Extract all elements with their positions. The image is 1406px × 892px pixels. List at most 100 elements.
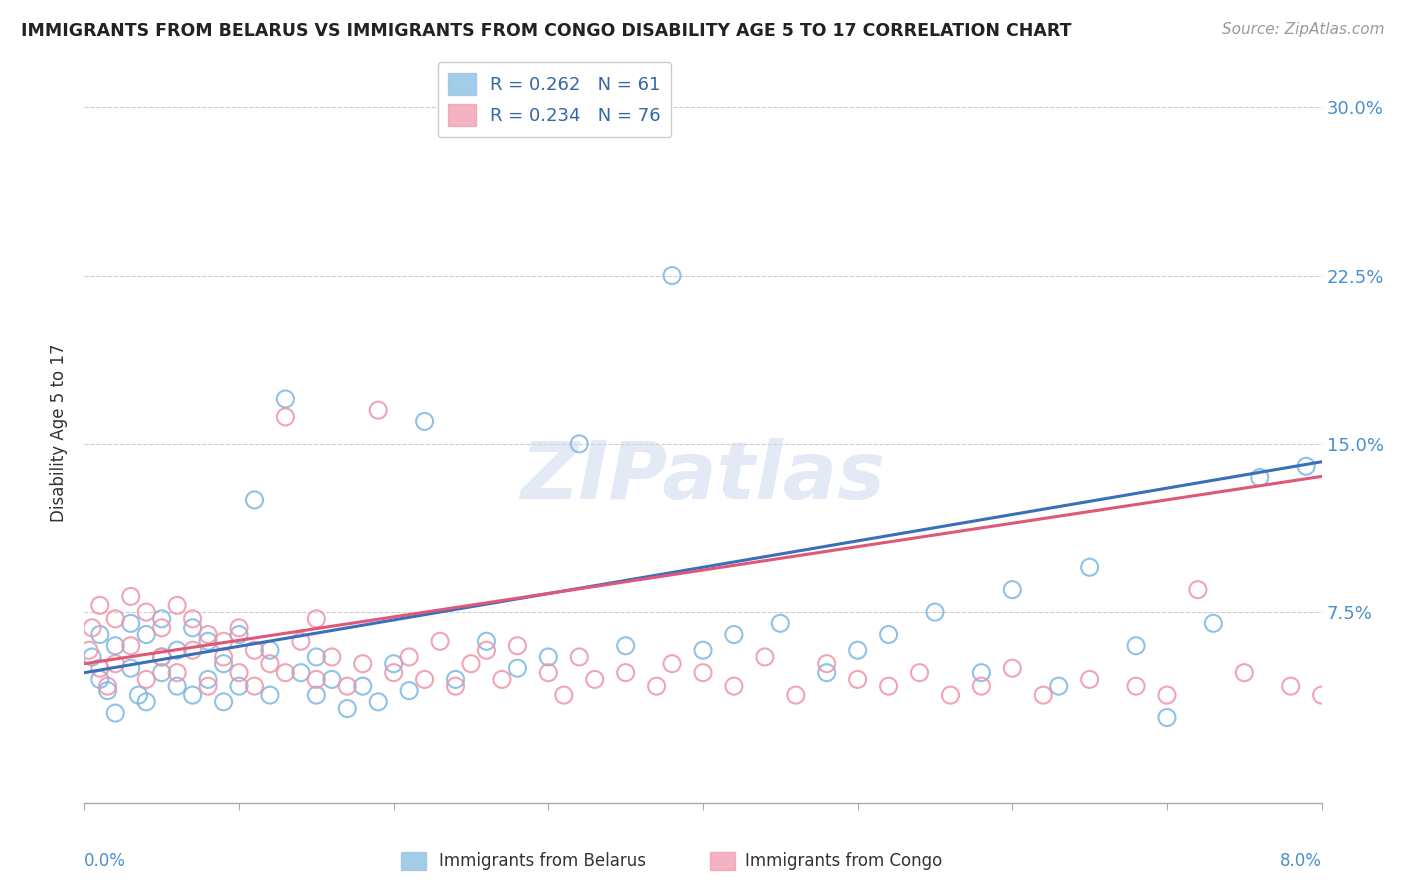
- Point: [228, 627, 250, 641]
- Point: [120, 639, 142, 653]
- Point: [1187, 582, 1209, 597]
- Text: 8.0%: 8.0%: [1279, 852, 1322, 871]
- Point: [846, 643, 869, 657]
- Point: [367, 695, 389, 709]
- Point: [413, 414, 436, 428]
- Point: [96, 679, 118, 693]
- Point: [135, 673, 157, 687]
- Point: [259, 643, 281, 657]
- Point: [723, 627, 745, 641]
- Point: [506, 639, 529, 653]
- Point: [150, 621, 173, 635]
- Point: [614, 639, 637, 653]
- Point: [491, 673, 513, 687]
- Point: [382, 657, 405, 671]
- Point: [166, 665, 188, 680]
- Point: [1249, 470, 1271, 484]
- Point: [398, 683, 420, 698]
- Text: Source: ZipAtlas.com: Source: ZipAtlas.com: [1222, 22, 1385, 37]
- Text: ZIPatlas: ZIPatlas: [520, 438, 886, 516]
- Point: [1047, 679, 1070, 693]
- Point: [228, 679, 250, 693]
- Point: [413, 673, 436, 687]
- Point: [166, 643, 188, 657]
- Point: [336, 679, 359, 693]
- Point: [89, 599, 111, 613]
- Point: [120, 661, 142, 675]
- Point: [1202, 616, 1225, 631]
- Point: [181, 688, 204, 702]
- Point: [506, 661, 529, 675]
- Point: [1295, 459, 1317, 474]
- Point: [1078, 673, 1101, 687]
- Point: [228, 665, 250, 680]
- Point: [127, 688, 149, 702]
- Text: Immigrants from Belarus: Immigrants from Belarus: [439, 852, 645, 870]
- Point: [181, 643, 204, 657]
- Point: [352, 679, 374, 693]
- Point: [645, 679, 668, 693]
- Point: [197, 679, 219, 693]
- Point: [475, 634, 498, 648]
- Point: [1233, 665, 1256, 680]
- Point: [77, 643, 100, 657]
- Point: [1310, 688, 1333, 702]
- Point: [877, 627, 900, 641]
- Point: [1279, 679, 1302, 693]
- Point: [1125, 679, 1147, 693]
- Point: [1341, 673, 1364, 687]
- Point: [104, 612, 127, 626]
- Point: [89, 661, 111, 675]
- Text: Immigrants from Congo: Immigrants from Congo: [745, 852, 942, 870]
- Point: [553, 688, 575, 702]
- Point: [82, 650, 104, 665]
- Point: [367, 403, 389, 417]
- Point: [382, 665, 405, 680]
- Point: [212, 650, 235, 665]
- Point: [352, 657, 374, 671]
- Point: [212, 695, 235, 709]
- Point: [181, 612, 204, 626]
- Point: [150, 665, 173, 680]
- Point: [970, 679, 993, 693]
- Point: [785, 688, 807, 702]
- Point: [89, 627, 111, 641]
- Point: [939, 688, 962, 702]
- Point: [104, 657, 127, 671]
- Point: [135, 627, 157, 641]
- Point: [908, 665, 931, 680]
- Point: [583, 673, 606, 687]
- Point: [274, 409, 297, 424]
- Point: [815, 665, 838, 680]
- Point: [212, 634, 235, 648]
- Point: [398, 650, 420, 665]
- Point: [259, 688, 281, 702]
- Point: [475, 643, 498, 657]
- Point: [166, 599, 188, 613]
- Point: [197, 673, 219, 687]
- Point: [120, 616, 142, 631]
- Point: [444, 673, 467, 687]
- Point: [692, 643, 714, 657]
- Point: [429, 634, 451, 648]
- Point: [1001, 582, 1024, 597]
- Point: [723, 679, 745, 693]
- Point: [243, 643, 266, 657]
- Point: [305, 650, 328, 665]
- Point: [197, 634, 219, 648]
- Point: [290, 634, 312, 648]
- Point: [290, 665, 312, 680]
- Point: [197, 627, 219, 641]
- Point: [96, 683, 118, 698]
- Point: [537, 650, 560, 665]
- Point: [135, 695, 157, 709]
- Point: [970, 665, 993, 680]
- Point: [1156, 710, 1178, 724]
- Point: [568, 437, 591, 451]
- Text: IMMIGRANTS FROM BELARUS VS IMMIGRANTS FROM CONGO DISABILITY AGE 5 TO 17 CORRELAT: IMMIGRANTS FROM BELARUS VS IMMIGRANTS FR…: [21, 22, 1071, 40]
- Point: [243, 492, 266, 507]
- Point: [120, 590, 142, 604]
- Point: [537, 665, 560, 680]
- Point: [1078, 560, 1101, 574]
- Point: [336, 701, 359, 715]
